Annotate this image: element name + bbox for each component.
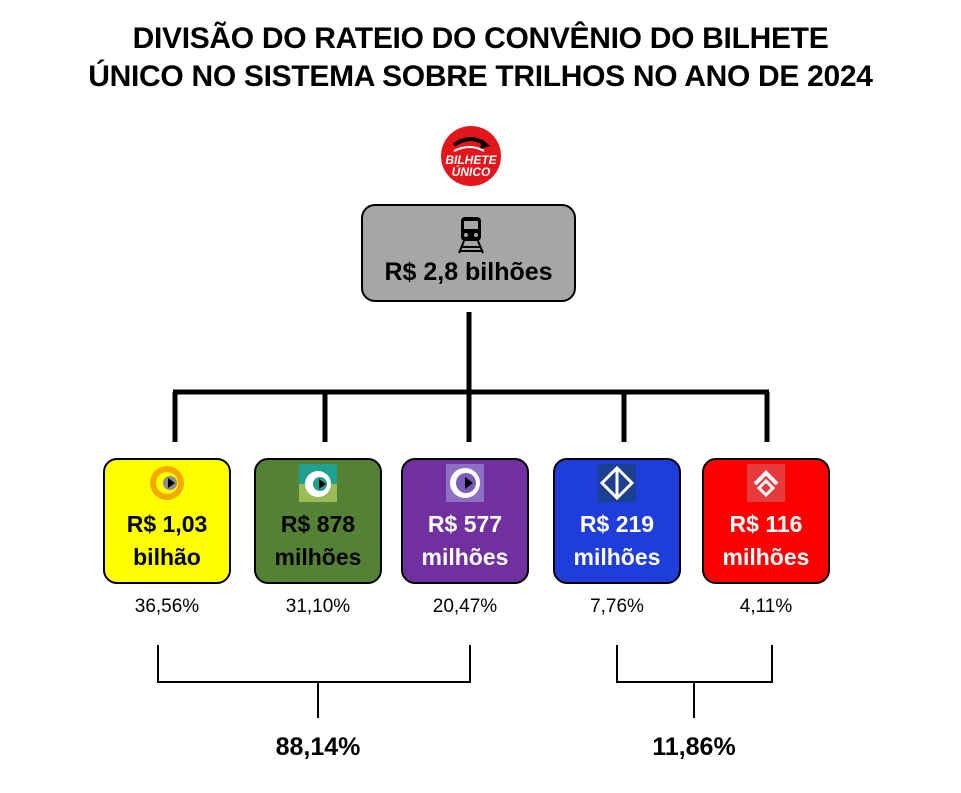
- total-amount-box: R$ 2,8 bilhões: [361, 204, 576, 302]
- amount-line-2: milhões: [573, 544, 661, 570]
- cptm-logo-icon: [747, 464, 785, 502]
- percent-yellow: 36,56%: [134, 596, 200, 617]
- operator-box-red: R$ 116 milhões: [702, 458, 830, 584]
- operator-box-green: R$ 878 milhões: [254, 458, 382, 584]
- amount-line-1: R$ 878: [280, 511, 356, 537]
- operator-box-purple: R$ 577 milhões: [401, 458, 529, 584]
- percent-purple: 20,47%: [432, 596, 498, 617]
- title-line-2: ÚNICO NO SISTEMA SOBRE TRILHOS NO ANO DE…: [88, 60, 873, 93]
- amount-line-2: bilhão: [133, 544, 201, 570]
- page-title: DIVISÃO DO RATEIO DO CONVÊNIO DO BILHETE…: [0, 20, 961, 96]
- group-total-left: 88,14%: [275, 733, 361, 761]
- metro-logo-icon: [598, 464, 636, 502]
- logo-text-2: ÚNICO: [452, 164, 491, 179]
- title-line-1: DIVISÃO DO RATEIO DO CONVÊNIO DO BILHETE: [132, 22, 829, 55]
- train-icon: [458, 217, 484, 254]
- operator-box-yellow: R$ 1,03 bilhão: [103, 458, 231, 584]
- amount-line-1: R$ 577: [427, 511, 503, 537]
- amount-line-2: milhões: [722, 544, 810, 570]
- percent-red: 4,11%: [739, 596, 793, 617]
- group-total-right: 11,86%: [652, 733, 736, 761]
- amount-line-1: R$ 116: [729, 511, 803, 537]
- percent-green: 31,10%: [285, 596, 351, 617]
- percent-blue: 7,76%: [590, 596, 644, 617]
- amount-line-1: R$ 219: [579, 511, 655, 537]
- green-white-logo-icon: [299, 464, 337, 502]
- total-amount: R$ 2,8 bilhões: [384, 258, 553, 286]
- amount-line-1: R$ 1,03: [126, 511, 208, 537]
- operator-box-blue: R$ 219 milhões: [553, 458, 681, 584]
- yellow-line-logo-icon: [150, 466, 184, 500]
- logo-text-1: BILHETE: [445, 153, 497, 167]
- bilhete-unico-logo-icon: BILHETE ÚNICO: [441, 126, 501, 186]
- amount-line-2: milhões: [421, 544, 509, 570]
- amount-line-2: milhões: [274, 544, 362, 570]
- purple-line-logo-icon: [446, 464, 484, 502]
